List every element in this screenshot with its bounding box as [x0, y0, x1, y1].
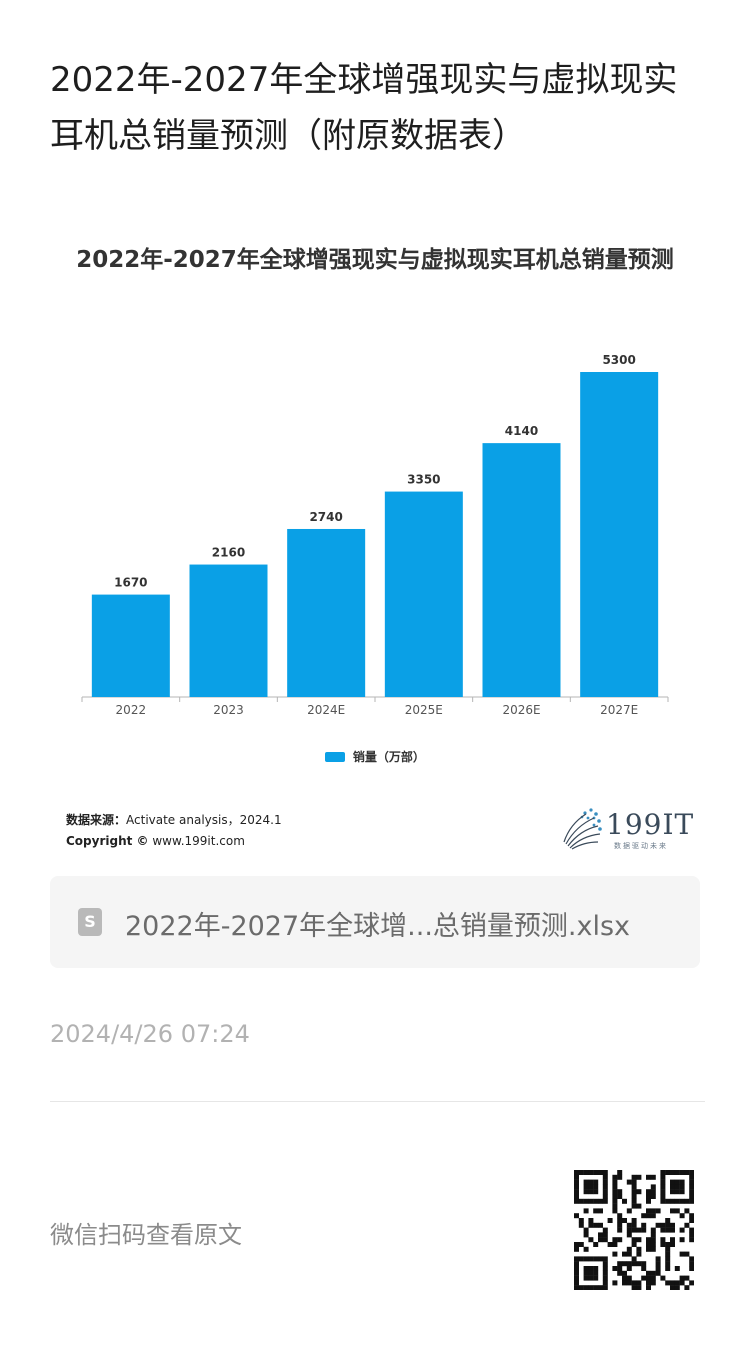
- divider: [50, 1101, 705, 1102]
- data-label: 2740: [309, 510, 342, 524]
- 199it-logo: 199IT 数据驱动未来: [558, 804, 698, 854]
- copyright-label: Copyright ©: [66, 834, 149, 848]
- data-label: 2160: [212, 546, 245, 560]
- attachment-card[interactable]: S 2022年-2027年全球增...总销量预测.xlsx: [50, 876, 700, 968]
- bar-2027E: [580, 372, 659, 697]
- bar-2026E: [482, 443, 561, 697]
- qr-code-icon[interactable]: [574, 1170, 694, 1290]
- source-info: 数据来源：Activate analysis，2024.1 Copyright …: [66, 810, 282, 852]
- x-tick-label: 2027E: [600, 703, 638, 717]
- data-label: 3350: [407, 473, 440, 487]
- x-tick-label: 2024E: [307, 703, 345, 717]
- bar-2022: [91, 594, 170, 697]
- page-title: 2022年-2027年全球增强现实与虚拟现实耳机总销量预测（附原数据表）: [50, 60, 678, 156]
- data-label: 5300: [602, 353, 635, 367]
- source-label: 数据来源：: [66, 813, 127, 827]
- qr-hint-text: 微信扫码查看原文: [50, 1221, 242, 1249]
- x-tick-label: 2022: [116, 703, 147, 717]
- logo-text: 199IT: [606, 808, 695, 841]
- publish-date: 2024/4/26 07:24: [50, 1020, 250, 1048]
- data-label: 4140: [505, 424, 538, 438]
- legend-label: 销量（万部）: [352, 750, 425, 764]
- chart-title: 2022年-2027年全球增强现实与虚拟现实耳机总销量预测: [76, 247, 674, 273]
- bar-2024E: [287, 528, 366, 697]
- x-tick-label: 2025E: [405, 703, 443, 717]
- copyright-value: www.199it.com: [148, 834, 245, 848]
- bar-2025E: [384, 491, 463, 697]
- spreadsheet-file-icon: S: [78, 908, 102, 936]
- data-label: 1670: [114, 576, 147, 590]
- logo-subtitle: 数据驱动未来: [614, 842, 668, 850]
- bar-2023: [189, 564, 268, 697]
- chart-legend: 销量（万部）: [0, 748, 750, 765]
- source-value: Activate analysis，2024.1: [126, 813, 282, 827]
- logo-mark-icon: [563, 808, 602, 850]
- x-tick-label: 2026E: [502, 703, 540, 717]
- x-tick-label: 2023: [213, 703, 244, 717]
- attachment-filename[interactable]: 2022年-2027年全球增...总销量预测.xlsx: [125, 911, 631, 942]
- bar-chart: 1670 2022 2160 2023 2740 2024E 3350 2025E 4140 20…: [81, 353, 669, 717]
- legend-swatch: [325, 751, 346, 762]
